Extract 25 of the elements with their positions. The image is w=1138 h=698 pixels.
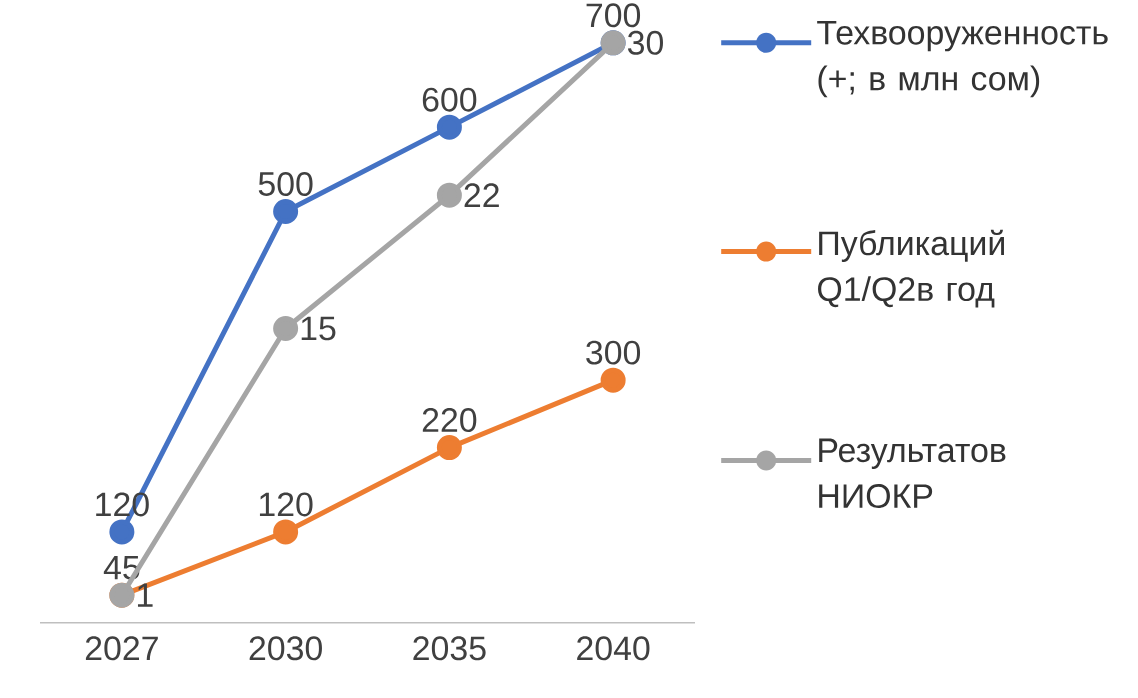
data-label: 220 bbox=[422, 408, 477, 433]
data-label: 300 bbox=[586, 340, 641, 365]
x-tick-label: 2040 bbox=[577, 636, 650, 661]
point bbox=[436, 182, 462, 208]
data-label: 120 bbox=[259, 492, 313, 517]
data-label: 15 bbox=[301, 316, 336, 341]
data-label: 600 bbox=[422, 87, 477, 112]
data-label: 700 bbox=[586, 3, 641, 28]
legend-label: Публикаций Q1/Q2в год bbox=[818, 229, 1004, 308]
x-tick-label: 2027 bbox=[85, 636, 158, 661]
data-label: 1 bbox=[137, 583, 153, 607]
legend-label: Результатов НИОКР bbox=[819, 438, 1006, 509]
data-label: 22 bbox=[464, 183, 499, 208]
point bbox=[273, 519, 299, 545]
point bbox=[109, 519, 135, 545]
point bbox=[600, 367, 626, 393]
data-label: 500 bbox=[258, 172, 313, 197]
x-tick-label: 2035 bbox=[413, 636, 486, 661]
point bbox=[436, 435, 462, 461]
point bbox=[436, 114, 462, 140]
legend-label: Техвооруженность (+; в млн сом) bbox=[817, 21, 1108, 98]
x-tick-label: 2030 bbox=[249, 636, 322, 661]
point bbox=[273, 316, 299, 342]
data-label: 30 bbox=[627, 30, 663, 55]
point bbox=[273, 199, 299, 225]
